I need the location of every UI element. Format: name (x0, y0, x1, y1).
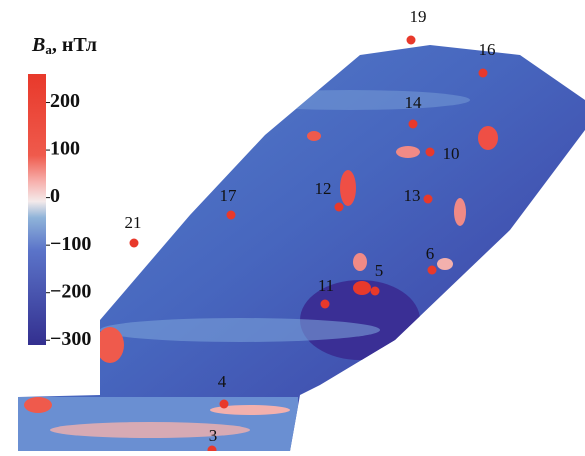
station-label: 5 (375, 261, 384, 280)
station-label: 13 (404, 186, 421, 205)
station-label: 6 (426, 244, 435, 263)
station-label: 11 (318, 276, 334, 295)
map: Ba, нТл 200 100 0 −100 −200 −300 19 16 14 10 12 13 1… (0, 0, 585, 451)
station-marker (335, 203, 344, 212)
station-label: 21 (125, 213, 142, 232)
station-marker (130, 239, 139, 248)
station-label: 14 (405, 93, 423, 112)
station-marker (479, 69, 488, 78)
colorbar-tick-label: 100 (50, 138, 80, 160)
station-marker (428, 266, 437, 275)
station-marker (227, 211, 236, 220)
station-label: 10 (443, 144, 460, 163)
station-marker (424, 195, 433, 204)
station-label: 3 (209, 426, 218, 445)
colorbar-tick-label: 0 (50, 185, 60, 207)
station-label: 19 (410, 7, 427, 26)
station-marker (220, 400, 229, 409)
survey-field (0, 0, 585, 451)
colorbar-title: Ba, нТл (31, 34, 97, 57)
station-label: 4 (218, 372, 227, 391)
station-label: 16 (479, 40, 496, 59)
station-marker (371, 287, 380, 296)
colorbar (28, 74, 46, 345)
station-marker (426, 148, 435, 157)
colorbar-tick-label: −100 (50, 233, 91, 255)
colorbar-tick-label: 200 (50, 90, 80, 112)
station-label: 12 (315, 179, 332, 198)
colorbar-tick-label: −300 (50, 328, 91, 350)
station-marker (407, 36, 416, 45)
station-label: 17 (220, 186, 238, 205)
station-marker (409, 120, 418, 129)
colorbar-tick-label: −200 (50, 280, 91, 302)
station-marker (321, 300, 330, 309)
